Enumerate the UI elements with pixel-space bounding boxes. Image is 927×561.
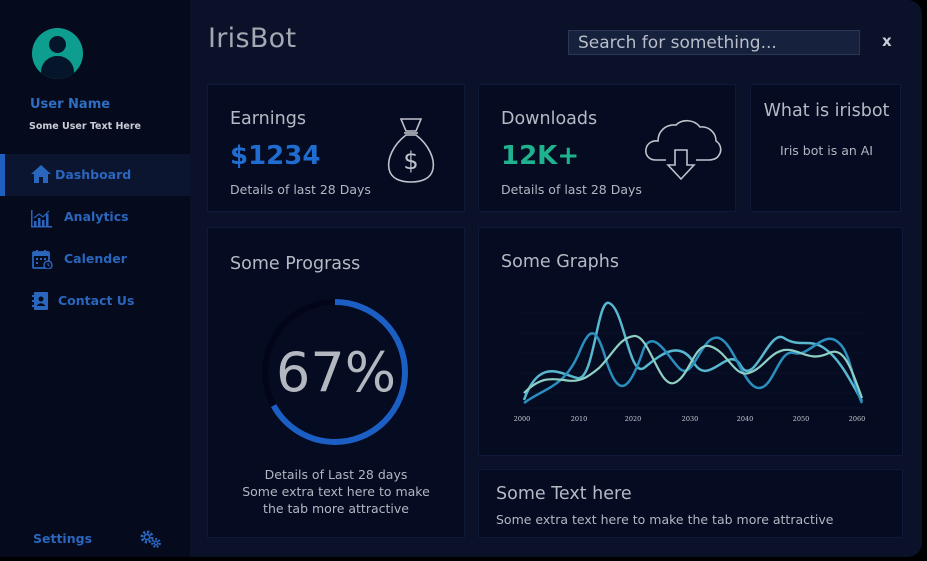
graph-grid [519, 312, 864, 409]
app-title: IrisBot [208, 23, 297, 54]
progress-detail-2: Some extra text here to make [242, 484, 430, 499]
x-tick: 2040 [737, 415, 754, 423]
calendar-icon [32, 250, 53, 269]
progress-value: 67% [275, 341, 397, 404]
bar-chart-icon [31, 210, 52, 228]
graph-series-1 [522, 301, 864, 402]
graphs-card: Some Graphs 2000 2010 2020 2030 2040 205… [478, 227, 903, 456]
settings-link[interactable]: Settings [33, 531, 93, 546]
card-title: Some Graphs [501, 252, 619, 272]
text-card-body: Some extra text here to make the tab mor… [496, 512, 834, 527]
earnings-card: Earnings $1234 Details of last 28 Days $ [207, 84, 465, 212]
downloads-detail: Details of last 28 Days [501, 182, 642, 197]
search-input[interactable] [568, 30, 860, 55]
graph-x-axis: 2000 2010 2020 2030 2040 2050 2060 [514, 415, 866, 423]
x-tick: 2030 [682, 415, 699, 423]
sidebar-item-analytics[interactable]: Analytics [0, 196, 190, 238]
user-name: User Name [30, 97, 111, 112]
money-bag-icon: $ [387, 118, 435, 183]
progress-arc [262, 299, 408, 445]
earnings-value: $1234 [230, 141, 321, 171]
graph-series-2 [523, 332, 864, 405]
sidebar-item-label: Dashboard [55, 167, 132, 182]
line-graph: 2000 2010 2020 2030 2040 2050 2060 [514, 301, 866, 423]
progress-detail-3: the tab more attractive [263, 501, 409, 516]
close-button[interactable]: x [882, 32, 892, 50]
sidebar-item-label: Analytics [64, 209, 129, 224]
svg-text:$: $ [403, 147, 418, 175]
downloads-card: Downloads 12K+ Details of last 28 Days [478, 84, 736, 212]
x-tick: 2050 [793, 415, 810, 423]
x-tick: 2000 [514, 415, 531, 423]
gears-icon[interactable] [139, 529, 163, 549]
card-title: What is irisbot [763, 101, 890, 121]
sidebar-item-dashboard[interactable]: Dashboard [0, 154, 190, 196]
home-icon [31, 165, 51, 183]
sidebar-item-label: Contact Us [58, 293, 135, 308]
graph-series-3 [523, 334, 864, 399]
user-subtitle: Some User Text Here [29, 121, 141, 132]
sidebar: User Name Some User Text Here Dashboard [0, 0, 190, 557]
card-title: Some Prograss [230, 254, 361, 274]
cloud-download-icon [645, 119, 722, 181]
progress-card: Some Prograss 67% Details of Last 28 day… [207, 227, 465, 538]
avatar-icon[interactable] [32, 28, 83, 79]
sidebar-item-label: Calender [64, 251, 127, 266]
card-title: Some Text here [496, 484, 632, 504]
earnings-detail: Details of last 28 Days [230, 182, 371, 197]
x-tick: 2010 [571, 415, 588, 423]
card-title: Downloads [501, 109, 598, 129]
sidebar-item-calender[interactable]: Calender [0, 238, 190, 280]
card-title: Earnings [230, 109, 306, 129]
x-tick: 2060 [849, 415, 866, 423]
x-tick: 2020 [625, 415, 642, 423]
about-text: Iris bot is an AI [780, 143, 873, 158]
downloads-value: 12K+ [501, 141, 580, 171]
progress-detail-1: Details of Last 28 days [264, 467, 408, 482]
about-card: What is irisbot Iris bot is an AI [750, 84, 901, 212]
sidebar-item-contact-us[interactable]: Contact Us [0, 280, 190, 322]
progress-ring [262, 299, 408, 445]
contact-book-icon [32, 292, 48, 310]
text-card: Some Text here Some extra text here to m… [478, 469, 903, 538]
sidebar-nav: Dashboard Analytics [0, 154, 190, 322]
